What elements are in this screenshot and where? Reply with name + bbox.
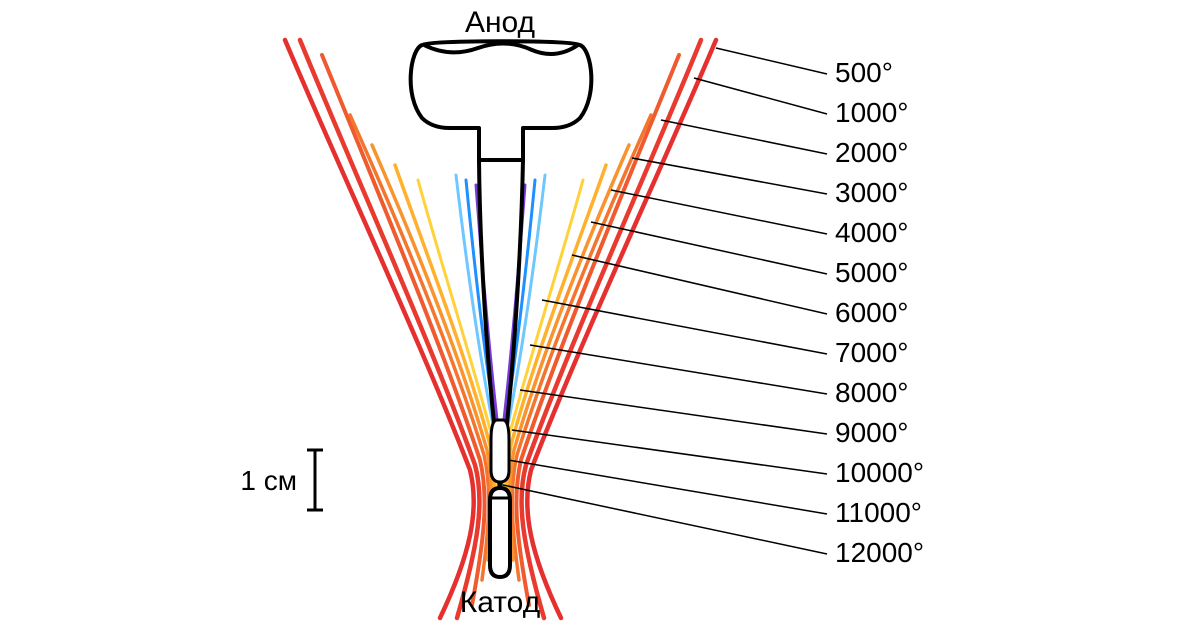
- temp-label: 12000°: [835, 537, 924, 568]
- leader-line: [512, 430, 827, 474]
- temp-label: 4000°: [835, 217, 909, 248]
- leader-line: [694, 78, 827, 114]
- cathode-icon: [490, 488, 510, 577]
- temp-label: 5000°: [835, 257, 909, 288]
- leader-line: [542, 300, 827, 354]
- arc-core: [491, 420, 509, 482]
- leader-line: [632, 158, 827, 194]
- leader-line: [503, 485, 827, 554]
- scale-bar: 1 см: [240, 450, 323, 510]
- temp-label: 7000°: [835, 337, 909, 368]
- leader-line: [611, 190, 827, 234]
- leader-line: [661, 120, 827, 154]
- leader-line: [520, 390, 827, 434]
- arc-temperature-diagram: 500° 1000° 2000° 3000° 4000° 5000° 6000° 7000° 8…: [0, 0, 1200, 637]
- temperature-labels: 500° 1000° 2000° 3000° 4000° 5000° 6000° 7000° 8…: [835, 57, 924, 568]
- anode-label: Анод: [465, 6, 535, 39]
- temp-label: 500°: [835, 57, 893, 88]
- leader-line: [508, 460, 827, 514]
- temp-label: 10000°: [835, 457, 924, 488]
- temp-label: 9000°: [835, 417, 909, 448]
- scale-label: 1 см: [240, 465, 297, 496]
- temp-label: 6000°: [835, 297, 909, 328]
- temp-label: 1000°: [835, 97, 909, 128]
- leader-line: [530, 345, 827, 394]
- cathode-label: Катод: [460, 586, 540, 619]
- temp-label: 2000°: [835, 137, 909, 168]
- temp-label: 11000°: [835, 497, 922, 528]
- temp-label: 3000°: [835, 177, 909, 208]
- anode-icon: [411, 41, 592, 160]
- leader-line: [716, 48, 827, 74]
- temp-label: 8000°: [835, 377, 909, 408]
